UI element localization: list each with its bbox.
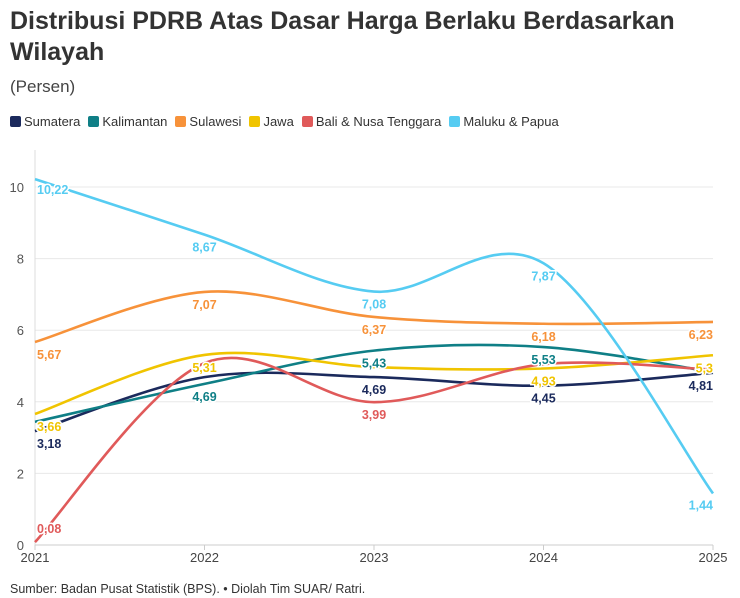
legend-item[interactable]: Sumatera <box>10 114 80 129</box>
y-tick-label: 6 <box>17 323 24 338</box>
data-label: 0,08 <box>37 522 61 536</box>
y-tick-label: 2 <box>17 466 24 481</box>
data-label: 7,08 <box>362 298 386 312</box>
data-label: 4,81 <box>689 379 713 393</box>
data-label: 4,93 <box>531 375 555 389</box>
y-tick-label: 10 <box>10 180 24 195</box>
legend-item[interactable]: Sulawesi <box>175 114 241 129</box>
x-tick-label: 2025 <box>699 550 728 565</box>
x-tick-label: 2022 <box>190 550 219 565</box>
legend-swatch <box>10 116 21 127</box>
data-label: 7,87 <box>531 269 555 283</box>
legend-swatch <box>88 116 100 127</box>
data-label: 1,44 <box>689 498 713 512</box>
data-label: 3,18 <box>37 437 61 451</box>
y-tick-label: 4 <box>17 395 24 410</box>
x-tick-label: 2023 <box>360 550 389 565</box>
data-label: 6,18 <box>531 330 555 344</box>
data-label: 5,31 <box>192 361 216 375</box>
data-label: 5,3 <box>696 361 713 375</box>
y-tick-label: 0 <box>17 538 24 553</box>
source-note: Sumber: Badan Pusat Statistik (BPS). • D… <box>10 582 366 596</box>
data-label: 5,67 <box>37 348 61 362</box>
legend-item[interactable]: Maluku & Papua <box>449 114 559 129</box>
legend: Sumatera Kalimantan Sulawesi Jawa Bali & Nus… <box>10 114 559 129</box>
legend-item[interactable]: Bali & Nusa Tenggara <box>301 114 442 129</box>
legend-label: Kalimantan <box>102 114 168 129</box>
data-label: 10,22 <box>37 183 68 197</box>
data-label: 4,69 <box>362 383 386 397</box>
series-line-jawa <box>34 351 714 416</box>
series-line-kalimantan <box>34 343 714 424</box>
series-line-maluku-papua <box>34 177 715 495</box>
data-label: 5,53 <box>531 353 555 367</box>
x-tick-label: 2021 <box>21 550 50 565</box>
legend-swatch <box>301 116 313 127</box>
legend-label: Bali & Nusa Tenggara <box>315 114 442 129</box>
series-line-sumatera <box>34 371 714 433</box>
data-label: 4,45 <box>531 392 555 406</box>
legend-item[interactable]: Kalimantan <box>88 114 167 129</box>
data-label: 6,37 <box>362 323 386 337</box>
y-tick-label: 8 <box>17 252 24 267</box>
legend-label: Sumatera <box>24 114 81 129</box>
x-tick-label: 2024 <box>529 550 558 565</box>
legend-swatch <box>449 116 461 127</box>
chart-subtitle: (Persen) <box>10 77 76 96</box>
data-label: 6,23 <box>689 328 713 342</box>
data-label: 8,67 <box>192 241 216 255</box>
legend-swatch <box>175 116 187 127</box>
legend-label: Sulawesi <box>189 114 242 129</box>
data-label: 5,43 <box>362 357 386 371</box>
data-label: 7,07 <box>192 298 216 312</box>
legend-label: Jawa <box>263 114 294 129</box>
data-label: 4,69 <box>192 390 216 404</box>
data-label: 3,66 <box>37 420 61 434</box>
legend-label: Maluku & Papua <box>463 114 559 129</box>
legend-swatch <box>249 116 261 127</box>
series-line-bali-nusa-tenggara <box>34 356 714 544</box>
data-label: 3,99 <box>362 408 386 422</box>
legend-item[interactable]: Jawa <box>249 114 294 129</box>
chart-title: Distribusi PDRB Atas Dasar Harga Berlaku… <box>10 7 675 66</box>
